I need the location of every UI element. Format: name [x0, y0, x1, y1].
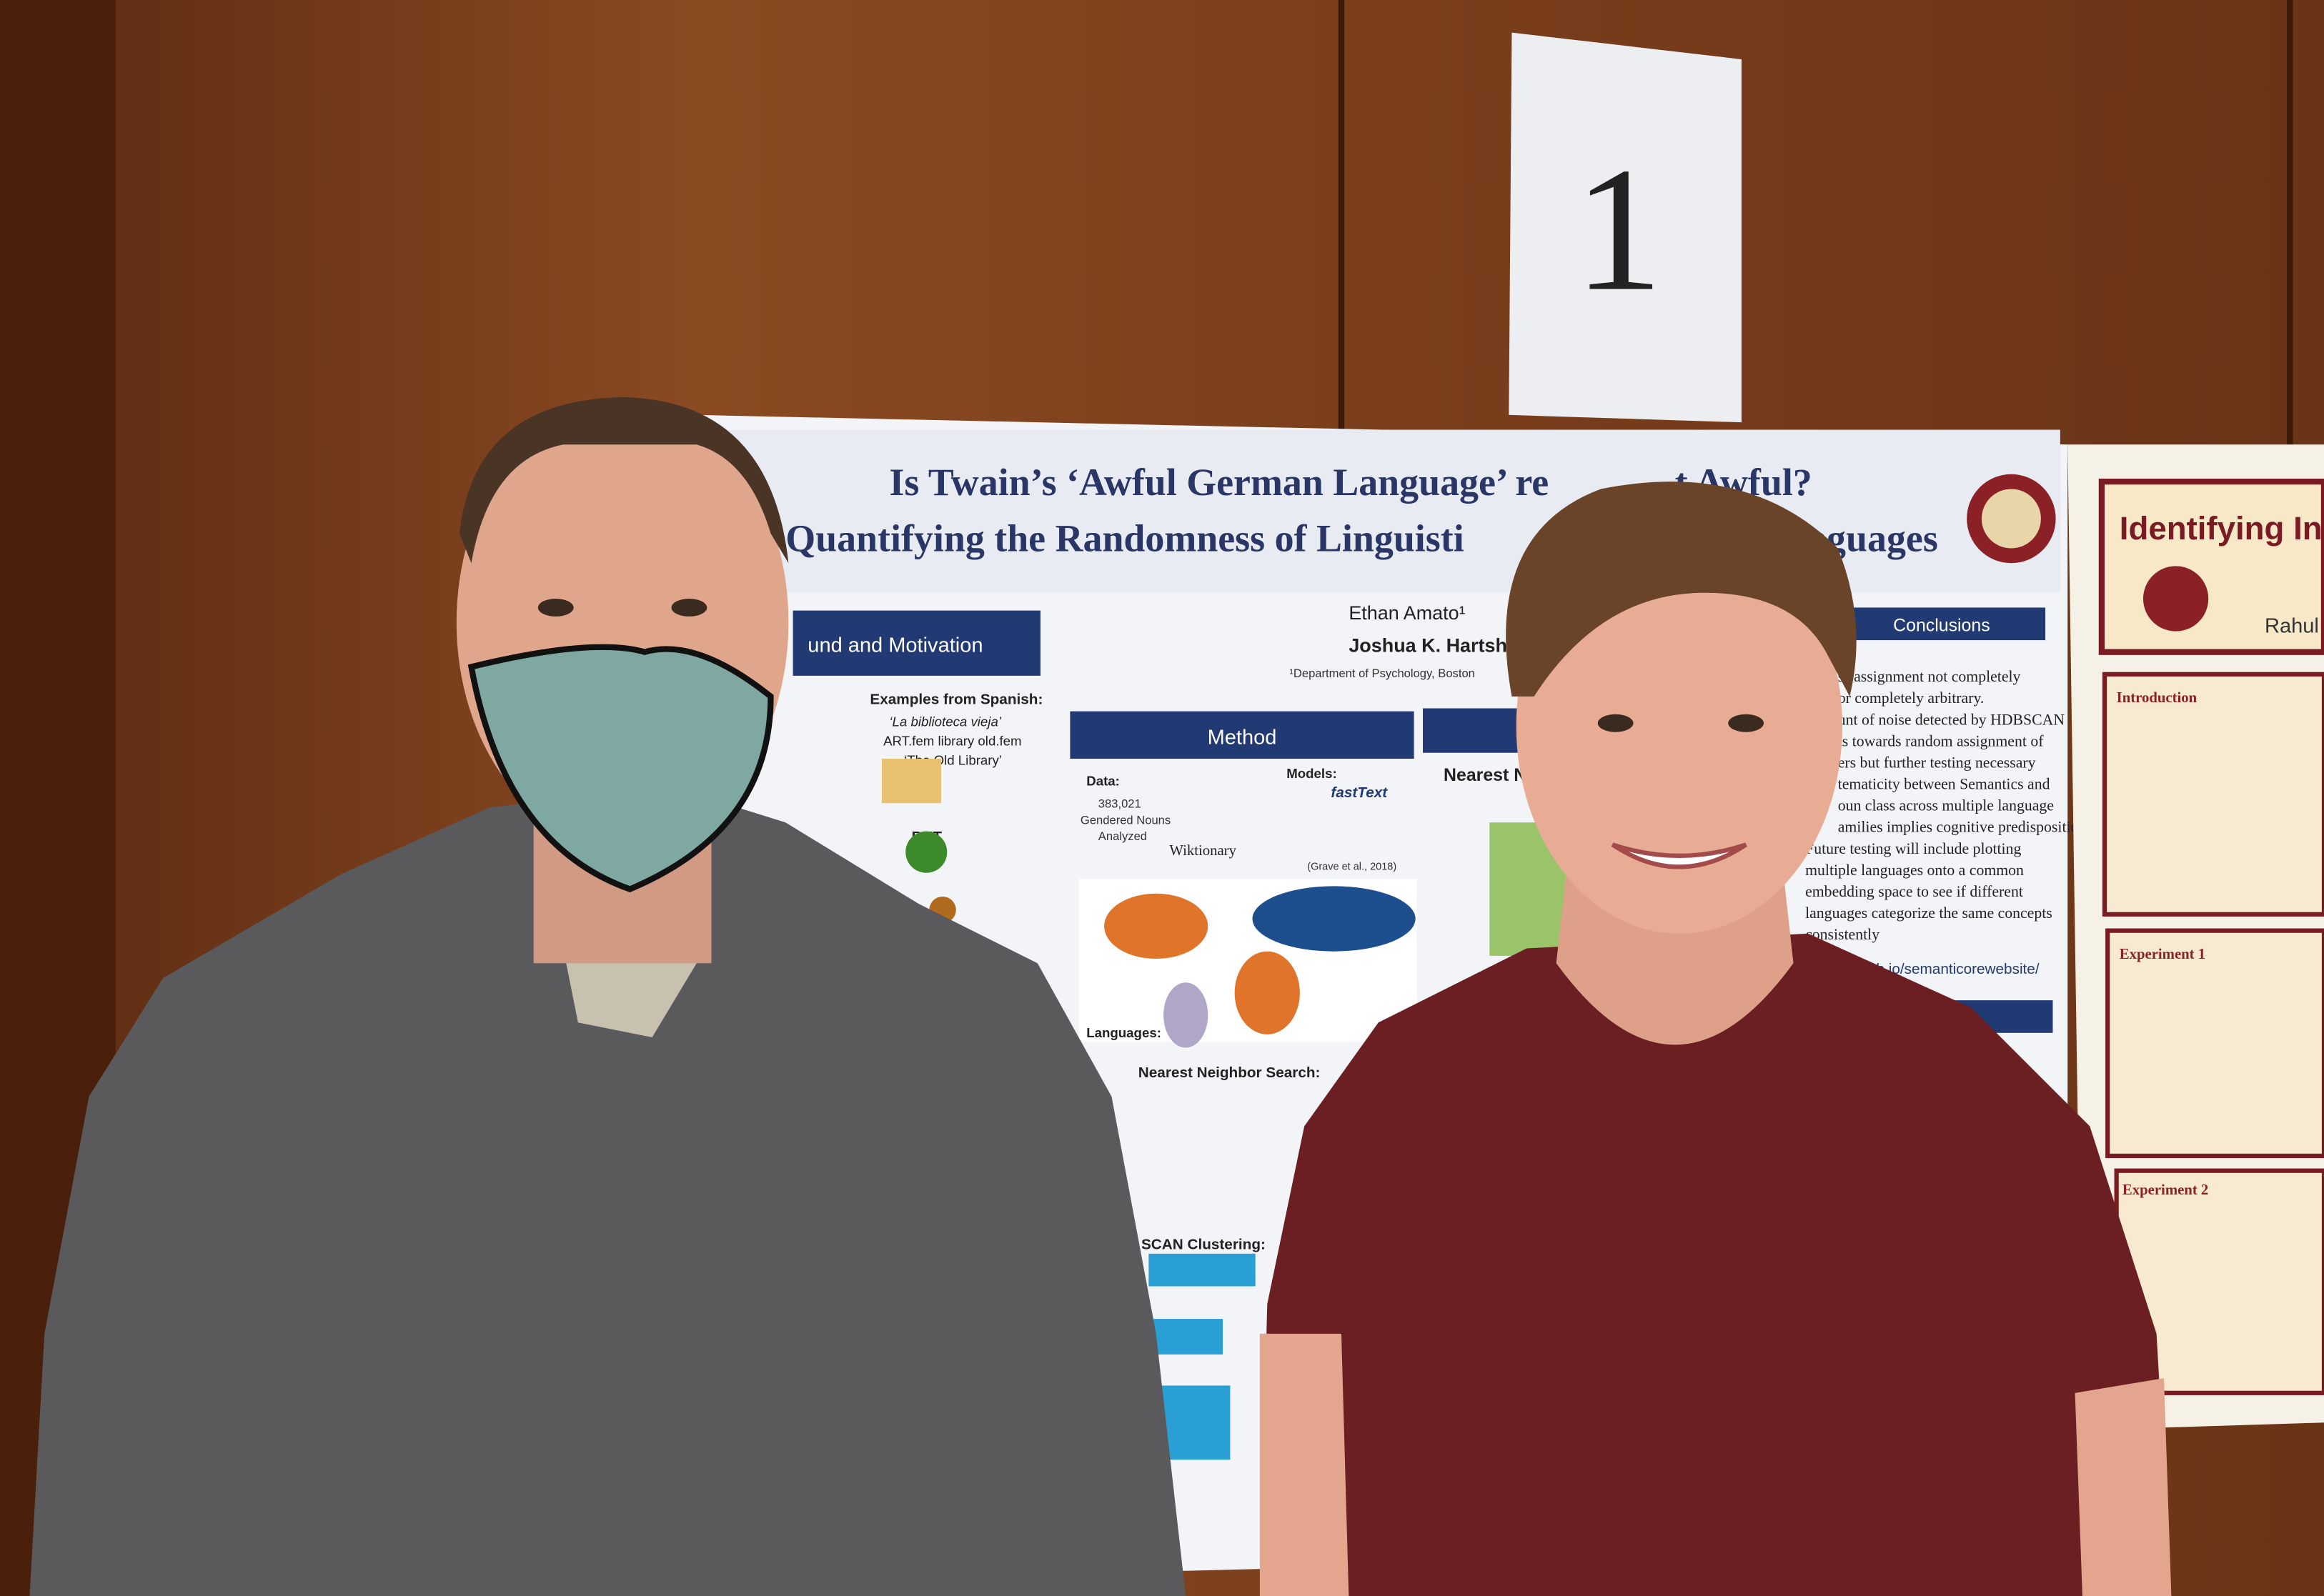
number-sign: [1509, 32, 1742, 423]
map-region: [1163, 982, 1208, 1048]
conclusion-line: unt of noise detected by HDBSCAN: [1838, 711, 2065, 728]
eye: [671, 599, 707, 617]
university-seal: [1981, 489, 2041, 549]
poster-subtitle: Quantifying the Randomness of Linguisti: [785, 517, 1464, 560]
section-title: Method: [1208, 726, 1277, 749]
map-region: [1234, 951, 1300, 1034]
sign-number: 1: [1574, 130, 1663, 327]
section-title: und and Motivation: [808, 634, 983, 657]
map-region: [1104, 893, 1208, 959]
link: thub.io/semanticorewebsite/: [1856, 961, 2040, 977]
section-title: Introduction: [2117, 690, 2198, 706]
conclusions-list: ss assignment not completely or completel…: [1805, 668, 2086, 943]
section-box: [2105, 928, 2324, 1159]
conclusion-line: multiple languages onto a common: [1805, 862, 2024, 879]
example-text: ART.fem library old.fem: [883, 733, 1022, 748]
tree-icon: [905, 831, 948, 873]
method-text: SCAN Clustering:: [1141, 1237, 1266, 1253]
method-text: Wiktionary: [1169, 843, 1236, 859]
arm: [2075, 1378, 2172, 1596]
method-text: Data:: [1086, 773, 1120, 788]
method-text: Analyzed: [1098, 829, 1147, 843]
examples-heading: Examples from Spanish:: [870, 691, 1043, 707]
library-icon: [882, 759, 941, 804]
smile: [1611, 842, 1747, 869]
method-text: Nearest Neighbor Search:: [1138, 1064, 1321, 1081]
undershirt: [563, 948, 697, 1037]
eye: [537, 599, 574, 617]
t-shirt: [1259, 933, 2172, 1596]
section-header: [1070, 711, 1414, 759]
conclusion-line: languages categorize the same concepts: [1805, 904, 2052, 922]
conclusion-line: oun class across multiple language: [1838, 797, 2054, 814]
poster-title: Is Twain’s ‘Awful German Language’ re: [889, 461, 1549, 504]
author: Rahul A: [2265, 615, 2324, 638]
face-mask: [467, 644, 774, 893]
sweater: [29, 785, 1186, 1596]
university-seal: [2142, 566, 2209, 632]
method-text: fastText: [1331, 784, 1388, 801]
hair: [459, 396, 789, 564]
affiliation: ¹Department of Psychology, Boston: [1289, 667, 1475, 680]
conclusion-line: ss assignment not completely: [1838, 668, 2021, 685]
method-text: (Grave et al., 2018): [1307, 862, 1396, 873]
conclusion-line: Future testing will include plotting: [1805, 840, 2021, 857]
eye: [1597, 714, 1634, 732]
author: Ethan Amato¹: [1349, 602, 1465, 624]
arm: [1259, 1333, 1349, 1596]
conclusion-line: embedding space to see if different: [1805, 883, 2023, 900]
conclusion-line: ts towards random assignment of: [1838, 732, 2044, 749]
flow-box: [1148, 1253, 1256, 1287]
example-text: ‘La biblioteca vieja’: [889, 714, 1001, 729]
method-text: Languages:: [1086, 1025, 1161, 1040]
section-header: [1837, 607, 2046, 641]
section-title: Experiment 2: [2122, 1182, 2208, 1198]
conclusion-line: amilies implies cognitive predisposition: [1838, 819, 2087, 836]
poster-header: [704, 429, 2060, 593]
map-region: [1252, 886, 1416, 952]
flow-box: [1148, 1319, 1223, 1355]
conclusion-line: ers but further testing necessary: [1838, 754, 2036, 771]
section-title: Experiment 1: [2120, 947, 2205, 962]
poster-header: [2098, 478, 2324, 655]
conclusion-line: tematicity between Semantics and: [1838, 776, 2050, 793]
method-text: Gendered Nouns: [1081, 813, 1171, 827]
poster-title: Identifying In: [2120, 510, 2323, 547]
section-title: Nearest N: [1444, 765, 1526, 785]
section-header: [793, 610, 1041, 676]
method-text: Models:: [1286, 766, 1336, 781]
method-text: 383,021: [1098, 797, 1141, 810]
hair: [1506, 482, 1857, 697]
section-title: Conclusions: [1893, 616, 1990, 636]
conclusion-line: or completely arbitrary.: [1838, 689, 1985, 707]
eye: [1728, 714, 1764, 732]
section-box: [2102, 672, 2324, 917]
